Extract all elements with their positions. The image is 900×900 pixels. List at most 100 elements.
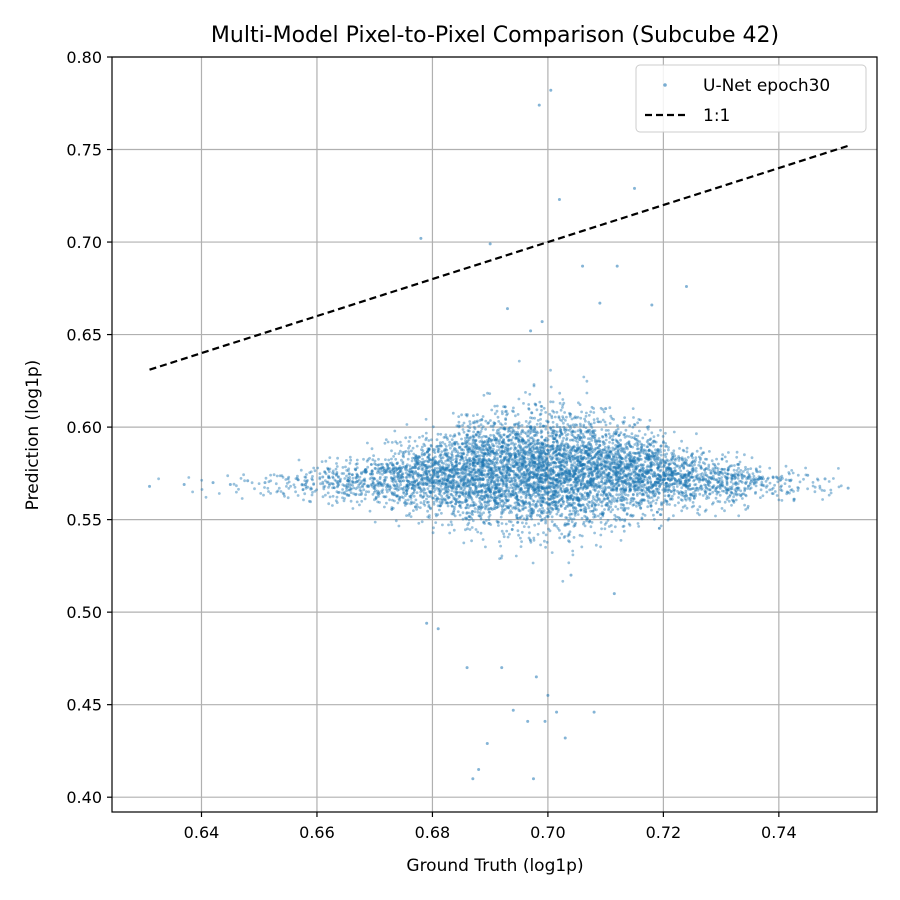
scatter-point (527, 501, 530, 505)
scatter-point (416, 467, 420, 470)
scatter-point (467, 521, 471, 525)
scatter-point (383, 441, 387, 445)
scatter-point (541, 445, 544, 449)
scatter-point (453, 505, 456, 509)
scatter-point (442, 492, 446, 495)
scatter-point (625, 501, 629, 505)
scatter-point (495, 437, 498, 440)
scatter-point (551, 440, 555, 444)
scatter-point (631, 465, 635, 469)
scatter-point (436, 432, 440, 436)
scatter-point (392, 455, 395, 458)
scatter-point (765, 490, 769, 494)
scatter-point (569, 496, 572, 500)
scatter-point (362, 488, 366, 492)
scatter-point (563, 411, 566, 414)
scatter-point (425, 497, 428, 501)
scatter-point (573, 506, 577, 509)
scatter-point (529, 514, 533, 518)
scatter-point (368, 477, 372, 481)
scatter-point (779, 488, 783, 492)
scatter-point (464, 492, 468, 496)
scatter-point (335, 465, 339, 468)
scatter-point (532, 475, 535, 479)
scatter-point (373, 466, 377, 470)
scatter-point (344, 465, 347, 469)
scatter-point (471, 445, 474, 449)
scatter-point (518, 479, 522, 483)
scatter-point (500, 449, 504, 453)
scatter-point (470, 498, 474, 502)
scatter-point (443, 499, 447, 502)
scatter-point (580, 410, 583, 414)
scatter-point (446, 496, 450, 500)
scatter-point (659, 468, 663, 472)
scatter-point (526, 445, 530, 449)
scatter-point (408, 471, 412, 474)
scatter-point (568, 438, 572, 442)
scatter-point (449, 434, 452, 438)
scatter-point (490, 408, 494, 412)
scatter-point (366, 465, 370, 469)
scatter-point (616, 424, 619, 428)
scatter-point (580, 458, 584, 462)
scatter-point (621, 467, 624, 470)
scatter-point (381, 484, 385, 488)
scatter-point (287, 480, 291, 484)
scatter-point (549, 467, 553, 470)
scatter-point (581, 444, 585, 447)
scatter-point (390, 441, 394, 444)
scatter-point (570, 517, 573, 521)
scatter-point (538, 425, 542, 428)
scatter-point (576, 499, 580, 502)
scatter-point (546, 507, 550, 510)
scatter-point (450, 500, 454, 503)
scatter-point (499, 544, 502, 548)
scatter-point (615, 452, 618, 456)
scatter-point (473, 442, 477, 446)
scatter-point (540, 435, 543, 439)
scatter-point (634, 500, 638, 504)
scatter-point (305, 480, 309, 483)
scatter-point (596, 417, 599, 421)
scatter-point (313, 469, 317, 473)
scatter-point (384, 438, 388, 441)
scatter-point (431, 487, 435, 490)
scatter-point (619, 503, 623, 506)
scatter-point (677, 496, 680, 499)
scatter-point (637, 464, 641, 467)
scatter-point (422, 483, 426, 486)
scatter-point (627, 522, 631, 526)
scatter-point (264, 476, 268, 480)
scatter-point (501, 489, 505, 493)
scatter-point (578, 422, 582, 426)
scatter-point (607, 471, 611, 475)
scatter-point (522, 473, 526, 476)
scatter-point (603, 448, 607, 452)
scatter-point (654, 451, 657, 455)
scatter-point (404, 494, 407, 497)
scatter-point (606, 465, 609, 469)
scatter-point (580, 534, 584, 538)
scatter-point (583, 524, 587, 528)
scatter-point (324, 493, 327, 497)
scatter-point (448, 501, 452, 505)
scatter-point (557, 464, 561, 468)
scatter-point (558, 401, 562, 405)
scatter-point (716, 469, 720, 473)
scatter-point (446, 501, 449, 505)
scatter-point (560, 471, 563, 475)
scatter-point (637, 525, 641, 528)
scatter-point (501, 462, 504, 466)
scatter-point (548, 503, 552, 507)
scatter-point (532, 434, 536, 437)
scatter-point (431, 425, 435, 429)
scatter-point (548, 512, 552, 516)
scatter-point (732, 499, 736, 503)
scatter-point (473, 453, 477, 457)
scatter-point (388, 461, 392, 465)
scatter-point (526, 457, 529, 461)
scatter-point (419, 494, 423, 498)
scatter-point (530, 411, 534, 415)
scatter-point (591, 470, 595, 474)
